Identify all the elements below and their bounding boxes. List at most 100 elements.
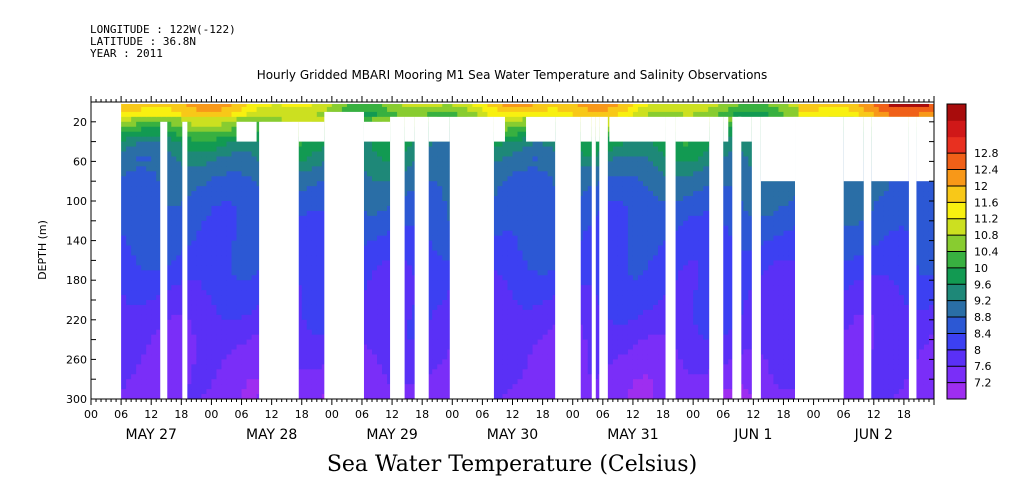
heatmap-cell: [201, 136, 208, 143]
heatmap-cell: [366, 384, 373, 390]
heatmap-cell: [382, 230, 388, 237]
heatmap-cell: [156, 319, 162, 326]
heatmap-cell: [131, 156, 137, 162]
heatmap-cell: [301, 210, 308, 217]
heatmap-cell: [176, 364, 182, 370]
heatmap-cell: [296, 250, 303, 257]
heatmap-cell: [146, 146, 152, 153]
heatmap-cell: [407, 181, 413, 187]
heatmap-cell: [311, 389, 318, 395]
heatmap-cell: [141, 250, 147, 257]
heatmap-cell: [176, 230, 182, 237]
heatmap-cell: [166, 364, 172, 370]
heatmap-cell: [151, 324, 157, 331]
heatmap-cell: [186, 176, 192, 182]
heatmap-cell: [186, 300, 192, 306]
heatmap-cell: [136, 300, 142, 306]
heatmap-cell: [372, 181, 378, 187]
heatmap-cell: [382, 235, 388, 242]
heatmap-cell: [201, 384, 208, 390]
heatmap-cell: [502, 314, 509, 321]
heatmap-cell: [156, 324, 162, 331]
heatmap-cell: [226, 146, 233, 153]
heatmap-cell: [211, 225, 218, 232]
heatmap-cell: [201, 304, 208, 311]
heatmap-cell: [146, 141, 152, 148]
heatmap-cell: [472, 102, 478, 108]
heatmap-cell: [377, 344, 383, 351]
heatmap-cell: [151, 181, 157, 187]
heatmap-cell: [301, 270, 308, 276]
heatmap-cell: [497, 295, 504, 301]
heatmap-cell: [442, 295, 448, 301]
heatmap-cell: [291, 111, 298, 118]
heatmap-cell: [206, 280, 213, 286]
heatmap-cell: [306, 181, 313, 187]
heatmap-cell: [306, 295, 313, 301]
heatmap-cell: [211, 334, 218, 341]
heatmap-cell: [311, 166, 318, 172]
heatmap-cell: [126, 205, 132, 212]
heatmap-cell: [196, 116, 202, 123]
heatmap-cell: [311, 300, 318, 306]
heatmap-cell: [226, 196, 233, 202]
heatmap-cell: [131, 191, 137, 197]
heatmap-cell: [136, 121, 142, 128]
heatmap-cell: [301, 171, 308, 177]
heatmap-cell: [502, 176, 509, 182]
heatmap-cell: [366, 201, 373, 207]
heatmap-cell: [191, 349, 197, 356]
heatmap-cell: [201, 171, 208, 177]
heatmap-cell: [166, 141, 172, 148]
heatmap-cell: [477, 111, 483, 118]
heatmap-cell: [176, 280, 182, 286]
heatmap-cell: [231, 102, 238, 108]
heatmap-cell: [166, 295, 172, 301]
heatmap-cell: [246, 270, 253, 276]
heatmap-cell: [251, 290, 258, 296]
heatmap-cell: [216, 102, 223, 108]
heatmap-cell: [492, 106, 499, 113]
heatmap-cell: [442, 255, 448, 261]
heatmap-cell: [166, 300, 172, 306]
heatmap-cell: [141, 314, 147, 321]
heatmap-cell: [432, 285, 438, 291]
heatmap-cell: [171, 309, 177, 316]
heatmap-cell: [226, 210, 233, 217]
heatmap-cell: [166, 126, 172, 133]
heatmap-cell: [492, 285, 499, 291]
heatmap-cell: [236, 225, 243, 232]
heatmap-cell: [146, 186, 152, 192]
heatmap-cell: [206, 196, 213, 202]
heatmap-cell: [171, 196, 177, 202]
heatmap-cell: [186, 240, 192, 247]
heatmap-cell: [492, 314, 499, 321]
heatmap-cell: [497, 171, 504, 177]
heatmap-cell: [191, 339, 197, 346]
heatmap-cell: [366, 166, 373, 172]
heatmap-cell: [211, 394, 218, 399]
heatmap-cell: [251, 156, 258, 162]
heatmap-cell: [191, 314, 197, 321]
heatmap-cell: [201, 141, 208, 148]
heatmap-cell: [156, 215, 162, 222]
heatmap-cell: [502, 255, 509, 261]
heatmap-cell: [432, 166, 438, 172]
heatmap-cell: [156, 166, 162, 172]
heatmap-cell: [141, 225, 147, 232]
heatmap-cell: [121, 354, 127, 360]
heatmap-cell: [251, 171, 258, 177]
heatmap-cell: [201, 319, 208, 326]
heatmap-cell: [437, 319, 443, 326]
heatmap-cell: [366, 181, 373, 187]
heatmap-cell: [176, 181, 182, 187]
heatmap-cell: [427, 166, 433, 172]
heatmap-cell: [121, 260, 127, 266]
heatmap-cell: [306, 319, 313, 326]
heatmap-cell: [372, 369, 378, 375]
longitude-text: LONGITUDE : 122W(-122): [90, 23, 236, 36]
heatmap-cell: [171, 210, 177, 217]
heatmap-cell: [306, 171, 313, 177]
heatmap-cell: [221, 265, 228, 271]
heatmap-cell: [437, 196, 443, 202]
